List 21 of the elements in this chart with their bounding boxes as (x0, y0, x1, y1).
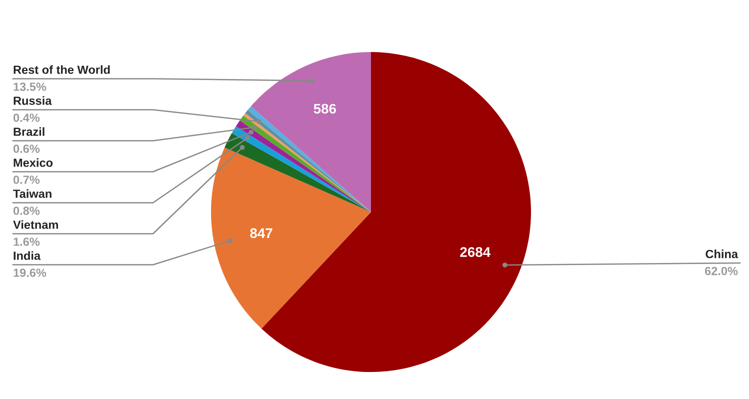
data-label: 0.4% (13, 114, 40, 122)
data-label: 1.6% (14, 238, 40, 246)
slice-label: Brazil (14, 127, 44, 136)
text: 847 (250, 228, 272, 238)
pie-slice (211, 148, 371, 329)
slice-label: India (14, 251, 41, 260)
data-label: 13.5% (14, 82, 46, 91)
slice-label: Mexico (14, 158, 53, 167)
slice-label: Russia (14, 96, 52, 105)
data-label: 0.6% (13, 144, 40, 153)
pie-slice (250, 52, 371, 212)
text: 2684 (460, 247, 491, 257)
slice-label: Vietnam (13, 220, 58, 229)
data-label: 62.0% (704, 266, 738, 276)
slice-label: Taiwan (13, 189, 52, 198)
slice-label: Rest of the World (14, 65, 110, 74)
data-label: 19.6% (14, 268, 46, 277)
slice-label: China (706, 250, 738, 258)
text: 586 (314, 104, 336, 114)
data-label: 0.7% (13, 176, 40, 184)
data-label: 0.8% (13, 206, 40, 215)
